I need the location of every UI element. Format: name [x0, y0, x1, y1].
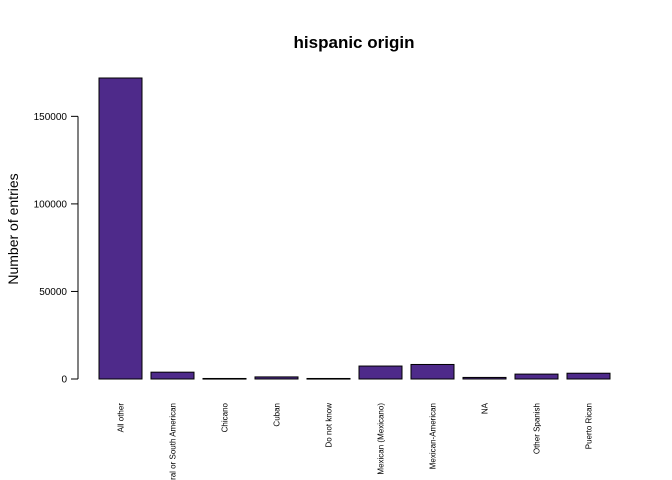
x-tick-label: Puerto Rican — [585, 403, 594, 449]
chart-title: hispanic origin — [294, 33, 415, 52]
bar — [98, 77, 143, 380]
x-tick-label: Chicano — [221, 402, 230, 432]
y-tick-label: 150000 — [34, 112, 68, 123]
y-tick-label: 100000 — [34, 199, 68, 210]
bar — [202, 377, 247, 380]
category-labels: All other Central or South American Chican… — [117, 402, 594, 480]
x-tick-label: Mexican-American — [429, 403, 438, 469]
x-tick-label: Mexican (Mexicano) — [377, 403, 386, 475]
y-axis-label: Number of entries — [5, 173, 21, 284]
bar — [306, 377, 351, 380]
y-axis: 0 50000 100000 150000 — [34, 112, 79, 386]
bar — [150, 371, 195, 380]
x-tick-label: Other Spanish — [533, 403, 542, 454]
y-tick-label: 0 — [61, 375, 67, 386]
x-tick-label: All other — [117, 403, 126, 433]
bars — [98, 77, 611, 380]
y-tick-label: 50000 — [39, 287, 67, 298]
bar — [566, 372, 611, 380]
x-tick-label: NA — [481, 402, 490, 414]
bar — [410, 363, 455, 380]
x-tick-label: Cuban — [273, 403, 282, 427]
bar — [462, 376, 507, 380]
bar — [254, 376, 299, 380]
x-tick-label: Central or South American — [169, 403, 178, 480]
bar — [358, 365, 403, 380]
bar — [514, 373, 559, 380]
x-tick-label: Do not know — [325, 403, 334, 448]
